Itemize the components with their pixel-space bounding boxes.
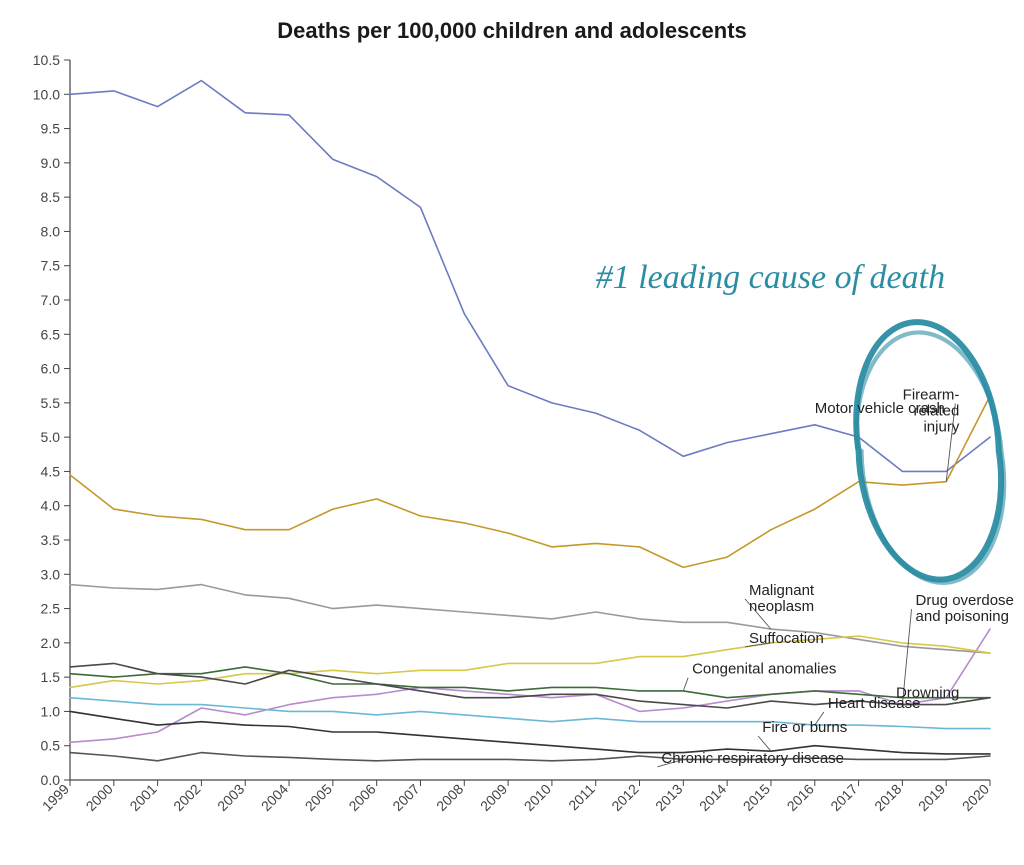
svg-text:Suffocation: Suffocation [749,630,824,647]
svg-text:Firearm-: Firearm- [903,386,960,403]
x-tick-label: 2016 [784,781,817,814]
y-tick-label: 6.5 [41,326,61,342]
y-tick-label: 7.0 [41,292,61,308]
series-line-suffocation [70,636,990,687]
x-tick-label: 2007 [389,781,422,814]
series-label-suffocation: Suffocation [749,630,824,647]
series-label-neoplasm: Malignantneoplasm [749,582,815,615]
svg-text:Fire or burns: Fire or burns [762,719,847,736]
series-line-firearm [70,396,990,567]
y-tick-label: 9.0 [41,155,61,171]
svg-text:Heart disease: Heart disease [828,695,921,712]
x-tick-label: 2018 [871,781,904,814]
x-tick-label: 2000 [83,781,116,814]
x-tick-label: 2005 [302,781,335,814]
series-label-resp: Chronic respiratory disease [661,750,844,767]
x-tick-label: 2008 [433,781,466,814]
y-tick-label: 1.5 [41,669,61,685]
series-label-congenital: Congenital anomalies [692,661,836,678]
y-tick-label: 8.0 [41,223,61,239]
x-tick-label: 2013 [652,781,685,814]
svg-text:Chronic respiratory disease: Chronic respiratory disease [661,750,844,767]
series-line-resp [70,753,990,761]
x-tick-label: 2020 [959,781,992,814]
y-tick-label: 3.0 [41,566,61,582]
highlight-circle-stroke2 [857,332,1005,582]
x-tick-label: 2012 [608,781,641,814]
series-line-congenital [70,667,990,698]
series-line-fire [70,711,990,754]
y-tick-label: 5.0 [41,429,61,445]
svg-text:related: related [913,402,959,419]
svg-text:Congenital anomalies: Congenital anomalies [692,661,836,678]
x-tick-label: 2009 [477,781,510,814]
x-tick-label: 2003 [214,781,247,814]
y-tick-label: 4.5 [41,463,61,479]
y-tick-label: 9.5 [41,121,61,137]
y-tick-label: 1.0 [41,703,61,719]
y-tick-label: 8.5 [41,189,61,205]
y-tick-label: 6.0 [41,361,61,377]
x-tick-label: 2002 [170,781,203,814]
y-tick-label: 5.5 [41,395,61,411]
svg-text:Drug overdose: Drug overdose [916,592,1014,609]
y-tick-label: 0.5 [41,738,61,754]
series-label-overdose: Drug overdoseand poisoning [916,592,1014,625]
line-chart-svg: 0.00.51.01.52.02.53.03.54.04.55.05.56.06… [0,0,1024,865]
y-tick-label: 2.5 [41,601,61,617]
svg-text:and poisoning: and poisoning [916,608,1009,625]
chart-title: Deaths per 100,000 children and adolesce… [0,18,1024,44]
x-tick-label: 2017 [827,781,860,814]
svg-text:injury: injury [923,418,959,435]
x-tick-label: 2001 [126,781,159,814]
chart-container: Deaths per 100,000 children and adolesce… [0,0,1024,865]
y-tick-label: 3.5 [41,532,61,548]
x-tick-label: 2015 [740,781,773,814]
svg-text:neoplasm: neoplasm [749,598,814,615]
y-tick-label: 4.0 [41,498,61,514]
y-tick-label: 2.0 [41,635,61,651]
series-label-heart: Heart disease [828,695,921,712]
x-tick-label: 2011 [565,781,598,814]
x-tick-label: 2004 [258,781,291,814]
x-tick-label: 2014 [696,781,729,814]
highlight-annotation: #1 leading cause of death [596,259,945,297]
y-tick-label: 10.5 [33,52,60,68]
series-line-neoplasm [70,585,990,654]
y-tick-label: 7.5 [41,258,61,274]
x-tick-label: 2006 [345,781,378,814]
x-tick-label: 2010 [521,781,554,814]
series-label-fire: Fire or burns [762,719,847,736]
svg-text:Malignant: Malignant [749,582,815,599]
y-tick-label: 10.0 [33,86,60,102]
x-tick-label: 2019 [915,781,948,814]
highlight-circle [856,322,1001,579]
